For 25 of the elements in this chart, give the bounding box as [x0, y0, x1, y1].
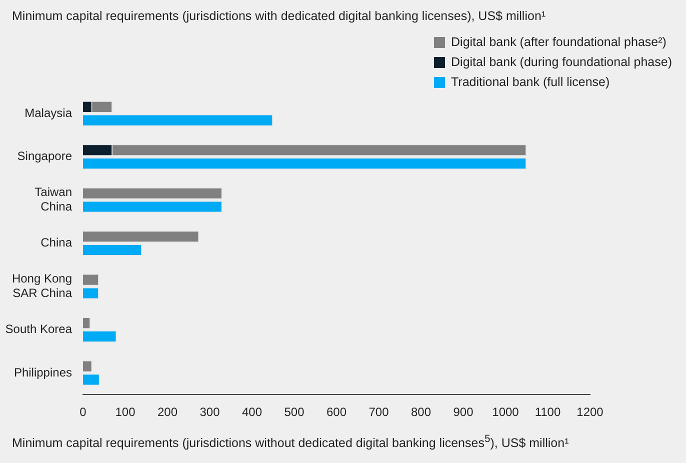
x-tick-label: 300: [200, 405, 220, 420]
x-tick-label: 600: [326, 405, 347, 420]
x-tick-label: 700: [368, 405, 390, 420]
x-tick-label: 1000: [492, 405, 520, 420]
x-axis-title: Minimum capital requirements (jurisdictions without dedicated digital banking licenses$^{5}$), US$ million¹: [12, 433, 570, 452]
legend-label: Traditional bank (full license): [451, 74, 610, 91]
legend-label: Digital bank (during foundational phase): [451, 54, 672, 71]
x-tick-label: 800: [410, 405, 432, 420]
y-tick-label: Taiwan China: [34, 185, 72, 214]
y-tick-label: South Korea: [5, 322, 72, 336]
x-tick-label: 1200: [576, 405, 604, 420]
y-tick-label: Hong Kong SAR China: [12, 272, 72, 300]
x-tick-label: 0: [80, 405, 87, 420]
y-tick-label: Malaysia: [24, 106, 72, 120]
y-tick-label: Singapore: [17, 149, 72, 164]
x-tick-label: 1100: [534, 405, 561, 420]
chart-title: Minimum capital requirements (jurisdictions with dedicated digital banking licenses), US$ million¹: [12, 8, 547, 24]
x-tick-label: 100: [115, 405, 136, 420]
y-tick-label: China: [40, 236, 72, 250]
x-tick-label: 500: [284, 405, 305, 420]
x-tick-label: 900: [453, 405, 474, 420]
legend-label: Digital bank (after foundational phase²): [451, 34, 666, 51]
x-tick-label: 400: [242, 405, 262, 420]
x-tick-label: 200: [157, 405, 178, 420]
y-tick-label: Philippines: [14, 365, 72, 380]
